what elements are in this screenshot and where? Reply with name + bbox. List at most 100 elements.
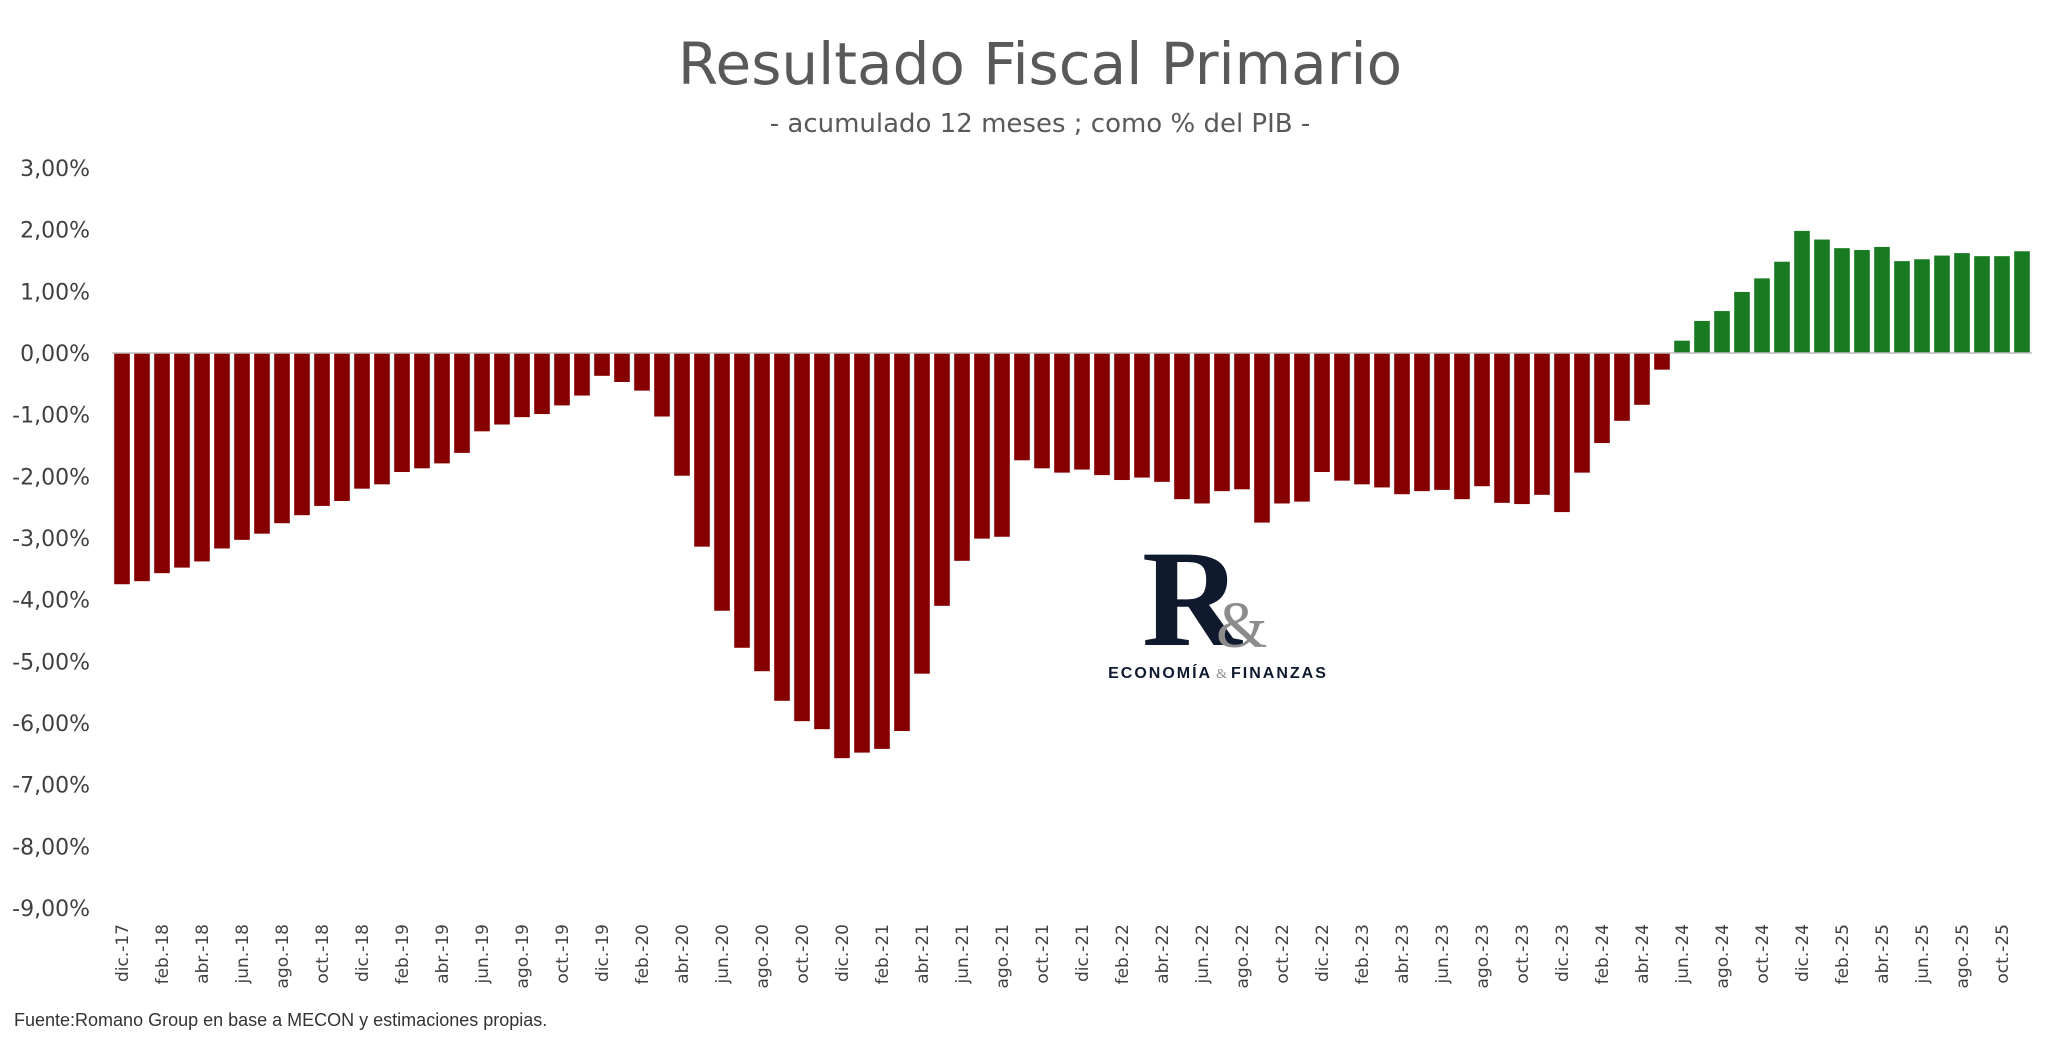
y-axis: 3,00% 2,00% 1,00% 0,00% -1,00% -2,00% -3,00% -4… (12, 157, 90, 922)
bar (734, 353, 750, 648)
x-tick-label: jun.-25 (1913, 924, 1933, 984)
bar (174, 353, 190, 568)
bar (474, 353, 490, 432)
x-tick-label: ago.-24 (1713, 924, 1733, 988)
bar (814, 353, 830, 730)
x-tick-label: abr.-24 (1633, 924, 1653, 984)
bar (1374, 353, 1390, 488)
bar (774, 353, 790, 701)
bar (374, 353, 390, 485)
x-tick-label: oct.-23 (1513, 924, 1533, 984)
bar (914, 353, 930, 674)
bar (674, 353, 690, 476)
x-tick-label: jun.-19 (473, 924, 493, 984)
x-tick-label: oct.-20 (793, 924, 813, 984)
x-tick-label: ago.-19 (513, 924, 533, 988)
bar (1834, 248, 1850, 353)
bar (554, 353, 570, 406)
x-tick-label: dic.-20 (833, 924, 853, 982)
bar (1334, 353, 1350, 481)
bar (1774, 261, 1790, 353)
x-tick-label: feb.-22 (1113, 924, 1133, 984)
x-tick-label: dic.-17 (113, 924, 133, 982)
x-tick-label: feb.-25 (1833, 924, 1853, 984)
bar (1134, 353, 1150, 478)
y-tick-label: -1,00% (12, 404, 90, 429)
bar (1614, 353, 1630, 421)
bar (614, 353, 630, 382)
bar (714, 353, 730, 611)
bar (1674, 340, 1690, 353)
bar (2014, 251, 2030, 353)
bar (1854, 250, 1870, 353)
bar (1954, 253, 1970, 353)
bar (654, 353, 670, 417)
bar (634, 353, 650, 391)
bar (1814, 239, 1830, 353)
bar (1914, 259, 1930, 353)
x-tick-label: oct.-22 (1273, 924, 1293, 984)
bar (1354, 353, 1370, 485)
y-tick-label: -8,00% (12, 835, 90, 860)
x-tick-label: abr.-19 (433, 924, 453, 984)
x-tick-label: abr.-23 (1393, 924, 1413, 984)
bar (874, 353, 890, 749)
bar (214, 353, 230, 549)
bar (194, 353, 210, 562)
x-tick-label: dic.-23 (1553, 924, 1573, 982)
bar (1074, 353, 1090, 470)
y-tick-label: -3,00% (12, 527, 90, 552)
x-tick-label: abr.-22 (1153, 924, 1173, 984)
bar (414, 353, 430, 469)
bar (1294, 353, 1310, 502)
bar (254, 353, 270, 534)
bar (1274, 353, 1290, 504)
x-tick-label: jun.-22 (1193, 924, 1213, 984)
x-tick-label: abr.-20 (673, 924, 693, 984)
bar (1554, 353, 1570, 513)
chart-subtitle: - acumulado 12 meses ; como % del PIB - (770, 109, 1311, 139)
bar (794, 353, 810, 722)
bar (294, 353, 310, 516)
y-tick-label: 0,00% (20, 342, 90, 367)
bar (1994, 256, 2010, 353)
bar (334, 353, 350, 501)
x-tick-label: feb.-18 (153, 924, 173, 984)
logo-text: ECONOMÍA & FINANZAS (1108, 663, 1328, 682)
bar (1314, 353, 1330, 473)
y-tick-label: 1,00% (20, 280, 90, 305)
bar (1054, 353, 1070, 473)
x-tick-label: dic.-19 (593, 924, 613, 982)
x-tick-label: dic.-22 (1313, 924, 1333, 982)
bar (274, 353, 290, 524)
bar (954, 353, 970, 561)
logo-text-right: FINANZAS (1231, 665, 1328, 682)
x-tick-label: feb.-24 (1593, 924, 1613, 984)
x-tick-label: oct.-24 (1753, 924, 1773, 984)
logo-text-left: ECONOMÍA (1108, 663, 1212, 682)
x-tick-label: jun.-24 (1673, 924, 1693, 984)
x-tick-label: feb.-19 (393, 924, 413, 984)
bar (1894, 261, 1910, 353)
bar (834, 353, 850, 759)
x-tick-label: oct.-25 (1993, 924, 2013, 984)
bar (1494, 353, 1510, 503)
y-tick-label: -2,00% (12, 465, 90, 490)
bar (1474, 353, 1490, 487)
bar (154, 353, 170, 574)
bar (494, 353, 510, 425)
bar (314, 353, 330, 506)
bar (1254, 353, 1270, 523)
chart-title: Resultado Fiscal Primario (678, 30, 1402, 98)
logo-text-amp: & (1216, 667, 1227, 682)
bar (134, 353, 150, 582)
bars (114, 230, 2030, 759)
logo: R & ECONOMÍA & FINANZAS (1108, 522, 1328, 682)
bar (1634, 353, 1650, 405)
bar (854, 353, 870, 753)
x-tick-label: ago.-20 (753, 924, 773, 988)
y-tick-label: -9,00% (12, 897, 90, 922)
x-tick-label: oct.-21 (1033, 924, 1053, 984)
x-tick-label: jun.-20 (713, 924, 733, 984)
